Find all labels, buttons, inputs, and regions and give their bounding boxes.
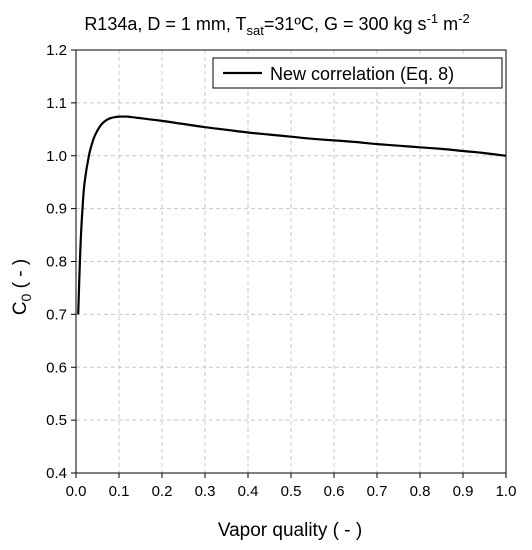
title-between: m (438, 14, 458, 34)
title-sup2: -2 (458, 11, 470, 26)
y-tick-label: 0.5 (46, 412, 67, 429)
x-tick-label: 0.6 (324, 483, 345, 500)
y-tick-label: 0.8 (46, 254, 67, 271)
x-tick-label: 0.0 (66, 483, 87, 500)
y-label-main: C (10, 301, 31, 315)
series-line (77, 115, 507, 315)
y-tick-label: 1.0 (46, 148, 67, 165)
x-tick-label: 0.8 (410, 483, 431, 500)
y-label-rest: ( - ) (10, 259, 31, 294)
y-tick-label: 0.4 (46, 465, 67, 482)
title-prefix: R134a, D = 1 mm, T (84, 14, 246, 34)
x-axis-label: Vapor quality ( - ) (218, 520, 362, 541)
x-tick-label: 0.5 (281, 483, 302, 500)
y-axis-label: C0 ( - ) (10, 259, 34, 315)
x-axis: 0.0 0.1 0.2 0.3 0.4 0.5 0.6 0.7 0.8 0.9 1.0 (66, 473, 517, 500)
x-tick-label: 0.4 (238, 483, 259, 500)
y-label-sub: 0 (18, 293, 34, 301)
y-axis: 0.4 0.5 0.6 0.7 0.8 0.9 1.0 1.1 1.2 (46, 42, 76, 482)
title-middle: =31ºC, G = 300 kg s (264, 14, 427, 34)
legend: New correlation (Eq. 8) (212, 57, 503, 89)
grid (75, 49, 507, 474)
legend-label: New correlation (Eq. 8) (270, 64, 454, 84)
chart-title: R134a, D = 1 mm, Tsat=31ºC, G = 300 kg s… (84, 11, 469, 38)
y-tick-label: 0.9 (46, 201, 67, 218)
y-tick-label: 0.7 (46, 306, 67, 323)
x-tick-label: 1.0 (496, 483, 517, 500)
x-tick-label: 0.9 (453, 483, 474, 500)
x-tick-label: 0.3 (195, 483, 216, 500)
y-tick-label: 1.1 (46, 95, 67, 112)
y-tick-label: 1.2 (46, 42, 67, 59)
x-tick-label: 0.2 (152, 483, 173, 500)
title-sup1: -1 (427, 11, 439, 26)
x-tick-label: 0.1 (109, 483, 130, 500)
series-layer (77, 115, 507, 315)
y-tick-label: 0.6 (46, 359, 67, 376)
x-tick-label: 0.7 (367, 483, 388, 500)
title-sub: sat (247, 23, 265, 38)
